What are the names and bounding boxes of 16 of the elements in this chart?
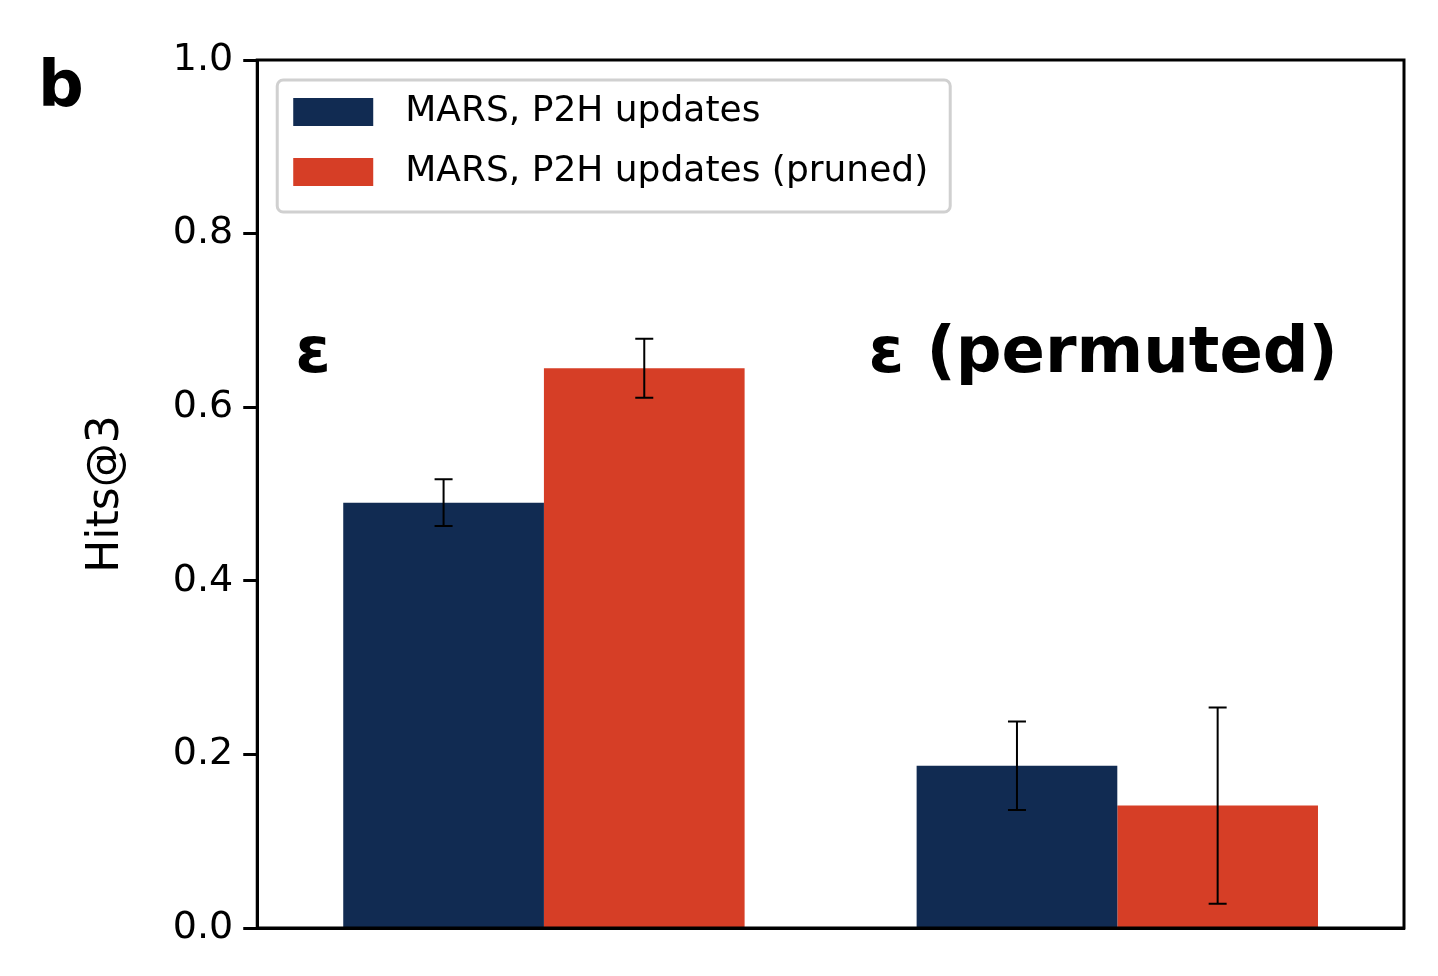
text: b: [38, 47, 84, 121]
y-axis-title: Hits@3: [76, 415, 128, 573]
y-tick-label: 0.0: [172, 902, 234, 947]
y-tick-label: 0.4: [172, 555, 234, 600]
y-tick-label: 0.2: [172, 729, 234, 774]
bar: [543, 368, 745, 928]
bar: [1117, 805, 1318, 928]
bar: [343, 502, 544, 928]
annotation: ε (permuted): [868, 313, 1338, 388]
y-tick-label: 1.0: [172, 34, 234, 79]
bar: [916, 765, 1118, 928]
y-tick-label: 0.8: [172, 208, 234, 253]
legend-label: MARS, P2H updates: [405, 88, 761, 130]
legend-label: MARS, P2H updates (pruned): [405, 148, 929, 190]
y-tick-label: 0.6: [172, 382, 234, 427]
annotation: ε: [295, 313, 331, 388]
